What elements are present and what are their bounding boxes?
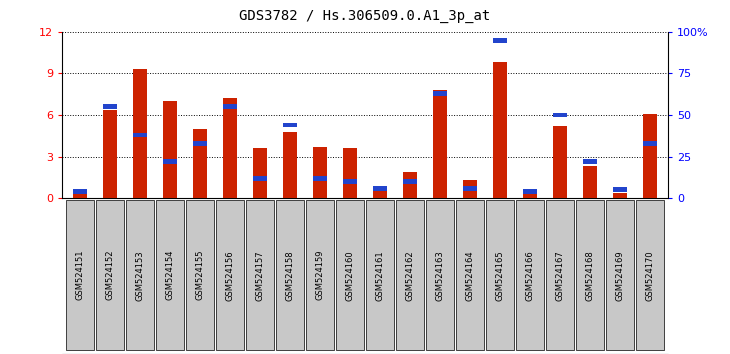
Bar <box>493 62 507 198</box>
Bar <box>134 69 147 198</box>
Bar <box>456 200 485 350</box>
Text: GSM524164: GSM524164 <box>466 250 474 301</box>
Bar <box>403 179 417 184</box>
Text: GSM524166: GSM524166 <box>526 250 534 301</box>
Text: GSM524167: GSM524167 <box>556 250 564 301</box>
Bar <box>643 114 657 198</box>
Bar <box>253 176 266 181</box>
Bar <box>575 200 604 350</box>
Text: GSM524157: GSM524157 <box>255 250 264 301</box>
Bar <box>185 200 215 350</box>
Bar <box>613 188 627 192</box>
Text: GSM524153: GSM524153 <box>136 250 145 301</box>
Text: GSM524162: GSM524162 <box>405 250 415 301</box>
Bar <box>103 104 117 109</box>
Bar <box>73 191 87 198</box>
Bar <box>583 166 596 198</box>
Text: GSM524156: GSM524156 <box>226 250 234 301</box>
Text: GSM524152: GSM524152 <box>106 250 115 301</box>
Bar <box>223 104 237 109</box>
Bar <box>636 200 664 350</box>
Bar <box>493 38 507 42</box>
Text: GSM524159: GSM524159 <box>315 250 325 301</box>
Bar <box>66 200 94 350</box>
Bar <box>223 98 237 198</box>
Bar <box>283 122 297 127</box>
Bar <box>103 109 117 198</box>
Bar <box>164 101 177 198</box>
Bar <box>464 180 477 198</box>
Bar <box>215 200 245 350</box>
Bar <box>283 132 297 198</box>
Text: GDS3782 / Hs.306509.0.A1_3p_at: GDS3782 / Hs.306509.0.A1_3p_at <box>239 9 491 23</box>
Text: GSM524161: GSM524161 <box>375 250 385 301</box>
Bar <box>276 200 304 350</box>
Bar <box>553 113 566 118</box>
Bar <box>403 172 417 198</box>
Bar <box>193 129 207 198</box>
Bar <box>485 200 515 350</box>
Bar <box>553 126 566 198</box>
Bar <box>313 176 327 181</box>
Bar <box>515 200 545 350</box>
Bar <box>253 148 266 198</box>
Text: GSM524168: GSM524168 <box>585 250 594 301</box>
Bar <box>583 159 596 164</box>
Text: GSM524151: GSM524151 <box>75 250 85 301</box>
Text: GSM524155: GSM524155 <box>196 250 204 301</box>
Bar <box>343 148 357 198</box>
Text: GSM524160: GSM524160 <box>345 250 355 301</box>
Bar <box>643 141 657 146</box>
Bar <box>373 190 387 198</box>
Bar <box>126 200 155 350</box>
Bar <box>366 200 394 350</box>
Bar <box>96 200 124 350</box>
Bar <box>433 90 447 198</box>
Bar <box>336 200 364 350</box>
Bar <box>73 189 87 194</box>
Bar <box>433 91 447 96</box>
Text: GSM524154: GSM524154 <box>166 250 174 301</box>
Bar <box>373 186 387 191</box>
Text: GSM524170: GSM524170 <box>645 250 655 301</box>
Bar <box>306 200 334 350</box>
Bar <box>193 141 207 146</box>
Bar <box>164 159 177 164</box>
Bar <box>464 186 477 191</box>
Bar <box>313 147 327 198</box>
Bar <box>523 191 537 198</box>
Text: GSM524165: GSM524165 <box>496 250 504 301</box>
Bar <box>245 200 274 350</box>
Bar <box>396 200 424 350</box>
Bar <box>155 200 185 350</box>
Bar <box>613 193 627 198</box>
Bar <box>523 189 537 194</box>
Text: GSM524163: GSM524163 <box>436 250 445 301</box>
Bar <box>134 133 147 137</box>
Text: GSM524158: GSM524158 <box>285 250 294 301</box>
Bar <box>606 200 634 350</box>
Bar <box>343 179 357 184</box>
Bar <box>426 200 454 350</box>
Bar <box>545 200 575 350</box>
Text: GSM524169: GSM524169 <box>615 250 624 301</box>
